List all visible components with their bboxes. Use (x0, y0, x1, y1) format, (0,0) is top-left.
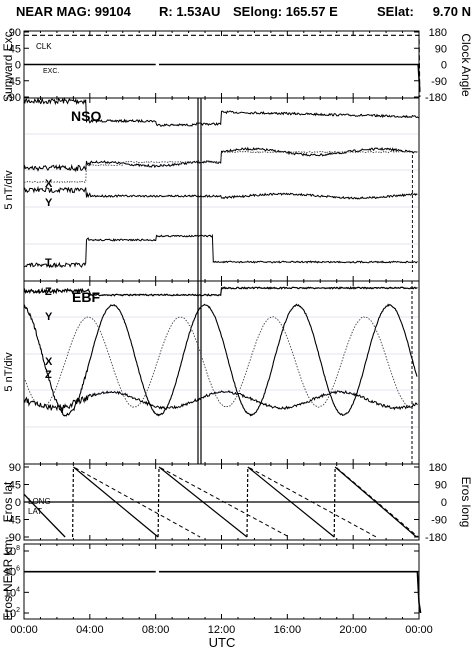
event-markers (197, 98, 413, 464)
series-nso-y (23, 185, 418, 200)
y-tick-label-right: 180 (429, 27, 447, 39)
y-tick-label: -45 (5, 515, 21, 527)
annotation-lat: LAT (28, 507, 42, 516)
series-eros-lat-saw (334, 466, 417, 538)
y-tick-label-right: 90 (435, 43, 447, 55)
y-tick-label: -45 (5, 76, 21, 88)
y-tick-label: 90 (9, 27, 21, 39)
y-tick-label-right: 90 (435, 480, 447, 492)
series-eros-lat-saw (158, 466, 248, 538)
gridlines (25, 133, 418, 428)
series-eros-lat-saw (247, 466, 335, 538)
y-tick-label-right: 0 (441, 60, 447, 72)
series-ebf-z-top (23, 286, 418, 297)
header-distance: R: 1.53AU (159, 4, 220, 19)
y-tick-label: -90 (5, 92, 21, 104)
y-tick-label: 0 (15, 497, 21, 509)
annotation-nso-x: X (45, 178, 53, 190)
series-nso-x (23, 146, 418, 173)
series-eros-near-distance (159, 570, 422, 614)
x-tick-label: 04:00 (76, 624, 104, 636)
y-tick-label: 106 (4, 566, 20, 579)
series-eros-lat-saw (73, 466, 159, 538)
x-tick-label: 12:00 (208, 624, 236, 636)
y-tick-label: 45 (9, 43, 21, 55)
series-eros-long-jump (72, 466, 74, 538)
series-eros-long-saw (160, 467, 290, 538)
ylabel-eros-long: Eros long (459, 477, 473, 528)
series-ebf-x (23, 316, 418, 408)
series-layer (23, 34, 422, 614)
y-tick-exponent: 6 (16, 566, 20, 573)
y-tick-label-right: -180 (425, 532, 447, 544)
annotation-ebf-z-top: Z (45, 286, 52, 298)
series-sunward-exc (159, 63, 421, 92)
y-tick-label-right: 180 (429, 462, 447, 474)
x-tick-label: 00:00 (10, 624, 38, 636)
y-tick-exponent: 2 (16, 607, 20, 614)
series-eros-lat (23, 493, 66, 538)
series-eros-long-jump (333, 466, 336, 538)
annotation-clk: CLK (36, 42, 52, 51)
series-eros-long-saw (336, 467, 419, 538)
ylabel-clock: Clock Angle (459, 33, 473, 97)
series-clock-angle (159, 34, 421, 98)
y-tick-label: 90 (9, 462, 21, 474)
header-selat: SElat: (377, 4, 414, 19)
ylabel-sunward: Sunward Exc. (1, 28, 15, 102)
ylabel-nso: 5 nT/div (3, 170, 15, 210)
series-eros-long-jump (246, 466, 249, 538)
series-ebf-z (23, 389, 418, 412)
x-axis-label: UTC (209, 635, 236, 650)
ylabel-ebf: 5 nT/div (3, 352, 15, 392)
y-tick-label: 108 (4, 545, 20, 558)
x-tick-label: 16:00 (274, 624, 302, 636)
header-selat-value: 9.70 N (433, 4, 471, 19)
y-tick-label: 0 (15, 60, 21, 72)
series-eros-long-saw (74, 467, 201, 538)
ylabel-eros-lat: Eros lat (1, 481, 15, 522)
panel-ebf-frame (23, 280, 420, 465)
annotation-exc: EXC. (43, 68, 59, 75)
annotation-ebf-y: Y (45, 311, 53, 323)
y-tick-label: 102 (4, 607, 20, 620)
tick-layer: 00:00 04:00 08:00 12:00 16:00 20:00 00:00 90 45 0… (4, 27, 447, 636)
x-tick-label: 20:00 (339, 624, 367, 636)
header-mission: NEAR MAG: 99104 (16, 4, 132, 19)
annotation-nso-y: Y (45, 197, 53, 209)
y-tick-label: -90 (5, 532, 21, 544)
series-eros-long-saw (249, 467, 377, 538)
series-nso-t (23, 233, 418, 269)
panel-distance-frame (23, 543, 420, 620)
y-tick-label: 45 (9, 480, 21, 492)
series-eros-long-jump (157, 466, 160, 538)
series-ebf-y (23, 303, 418, 417)
annotation-nso-t: T (45, 257, 52, 269)
series-nso-upper (23, 96, 419, 127)
annotation-ebf-x: X (45, 356, 53, 368)
x-tick-label: 08:00 (142, 624, 170, 636)
y-tick-label: 104 (4, 586, 20, 599)
y-tick-label-right: 0 (441, 497, 447, 509)
y-tick-label-right: -90 (431, 76, 447, 88)
x-tick-label: 00:00 (405, 624, 433, 636)
y-tick-label-right: -180 (425, 92, 447, 104)
header-selong: SElong: 165.57 E (233, 4, 338, 19)
ylabel-distance: Eros-NEAR km (1, 539, 15, 620)
y-tick-label-right: -90 (431, 515, 447, 527)
y-tick-exponent: 4 (16, 586, 20, 593)
y-tick-exponent: 8 (16, 545, 20, 552)
